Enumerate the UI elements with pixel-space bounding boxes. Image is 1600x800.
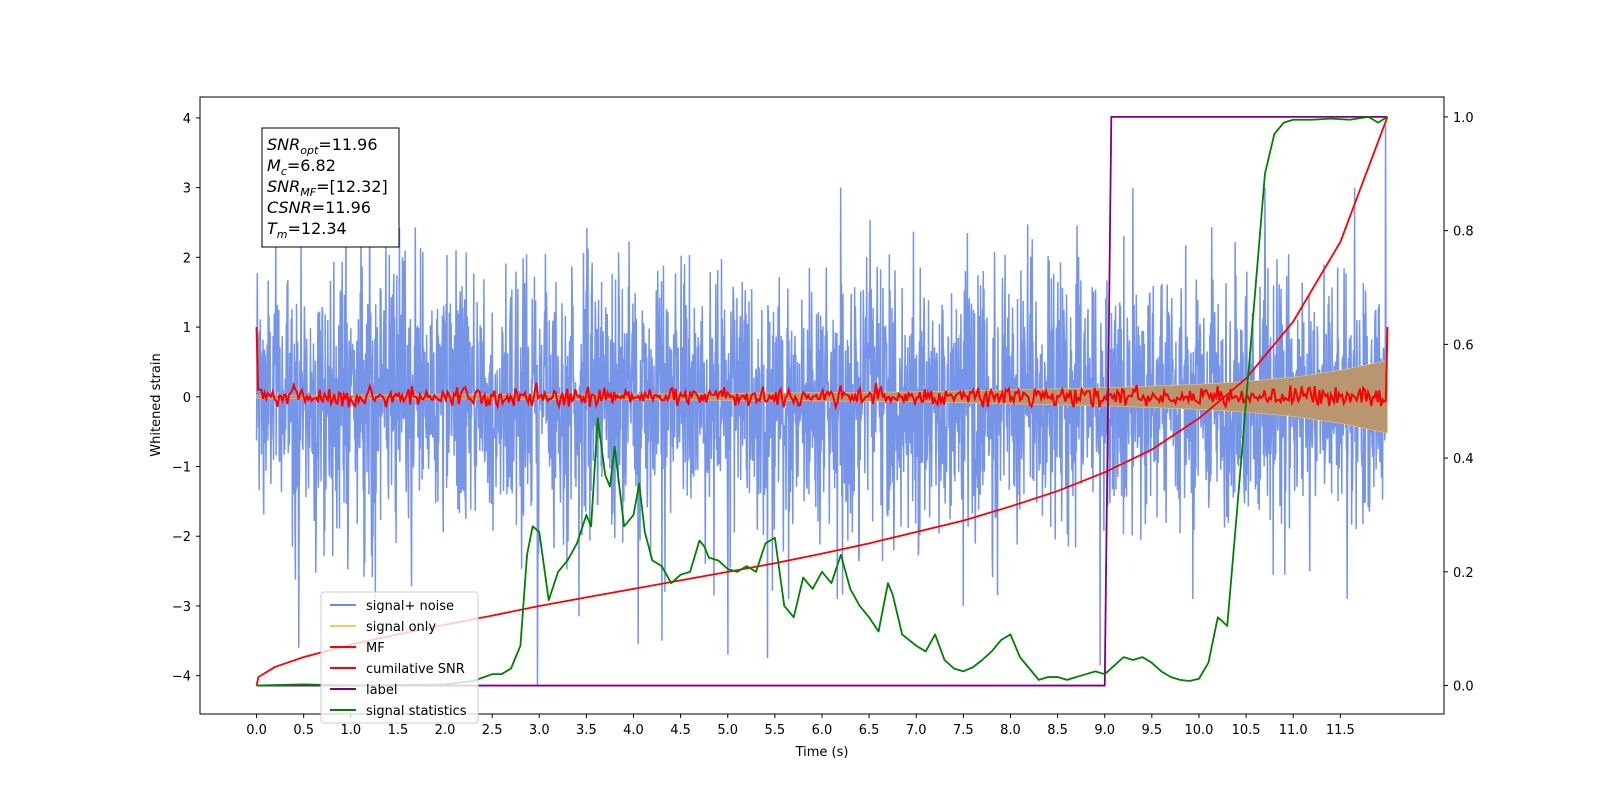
annotation-line: CSNR=11.96 (267, 198, 371, 217)
legend-label: signal statistics (366, 704, 467, 719)
y-right-tick-label: 1.0 (1453, 111, 1474, 126)
x-tick-label: 1.5 (388, 723, 409, 738)
x-tick-label: 3.5 (576, 723, 597, 738)
x-tick-label: 11.5 (1326, 723, 1355, 738)
x-tick-label: 4.5 (670, 723, 691, 738)
y-right-tick-label: 0.0 (1453, 680, 1474, 695)
x-tick-label: 2.5 (482, 723, 503, 738)
x-tick-label: 1.0 (340, 723, 361, 738)
y-tick-label: 0 (183, 391, 191, 406)
x-tick-label: 7.5 (953, 723, 974, 738)
series-signal-statistics (256, 116, 1388, 687)
x-tick-label: 8.0 (1000, 723, 1021, 738)
x-tick-label: 10.5 (1232, 723, 1261, 738)
legend-frame (320, 591, 479, 724)
y-tick-label: 3 (183, 182, 191, 197)
x-tick-label: 10.0 (1184, 723, 1213, 738)
annotation-line: Tm=12.34 (267, 219, 347, 241)
annotation-box: SNRopt=11.96Mc=6.82SNRMF=[12.32]CSNR=11.… (261, 127, 400, 248)
y-tick-label: 4 (183, 112, 191, 127)
legend-label: cumilative SNR (366, 662, 465, 677)
legend-label: signal only (366, 620, 436, 635)
y-right-tick-label: 0.4 (1453, 452, 1474, 467)
y-tick-label: −4 (172, 670, 191, 685)
x-tick-label: 5.5 (765, 723, 786, 738)
x-tick-label: 11.0 (1279, 723, 1308, 738)
legend-label: label (366, 683, 397, 698)
annotation-frame (261, 127, 400, 248)
y-axis-label: Whitened strain (149, 353, 164, 456)
series-label (256, 116, 1388, 687)
y-tick-label: −1 (172, 461, 191, 476)
y-axis-left: 4 3 2 1 0 −1 −2 −3 −4 (172, 112, 200, 685)
x-tick-label: 6.5 (859, 723, 880, 738)
y-right-tick-label: 0.6 (1453, 338, 1474, 353)
y-tick-label: 1 (183, 321, 191, 336)
y-axis-right: 1.0 0.8 0.6 0.4 0.2 0.0 (1444, 111, 1474, 695)
annotation-line: SNRopt=11.96 (267, 135, 378, 157)
x-tick-label: 2.0 (435, 723, 456, 738)
x-tick-label: 3.0 (529, 723, 550, 738)
y-right-tick-label: 0.2 (1453, 566, 1474, 581)
y-tick-label: 2 (183, 251, 191, 266)
x-tick-label: 7.0 (906, 723, 927, 738)
x-tick-label: 5.0 (717, 723, 738, 738)
x-tick-label: 9.0 (1094, 723, 1115, 738)
x-tick-label: 9.5 (1142, 723, 1163, 738)
y-right-tick-label: 0.8 (1453, 225, 1474, 240)
x-tick-label: 0.5 (293, 723, 314, 738)
annotation-line: Mc=6.82 (267, 156, 336, 178)
x-axis: 0.0 0.5 1.0 1.5 2.0 2.5 3.0 3.5 4.0 4.5 5.0 5.5 6.0 6… (246, 714, 1355, 738)
y-tick-label: −3 (172, 600, 191, 615)
x-tick-label: 4.0 (623, 723, 644, 738)
legend: signal+ noise signal only MF cumilative SNR… (320, 591, 479, 724)
legend-label: signal+ noise (366, 599, 454, 614)
y-tick-label: −2 (172, 530, 191, 545)
series-mf (255, 327, 1389, 411)
legend-label: MF (366, 641, 385, 656)
x-tick-label: 8.5 (1047, 723, 1068, 738)
x-tick-label: 6.0 (812, 723, 833, 738)
x-tick-label: 0.0 (246, 723, 267, 738)
annotation-line: SNRMF=[12.32] (267, 177, 388, 199)
x-axis-label: Time (s) (795, 745, 849, 760)
